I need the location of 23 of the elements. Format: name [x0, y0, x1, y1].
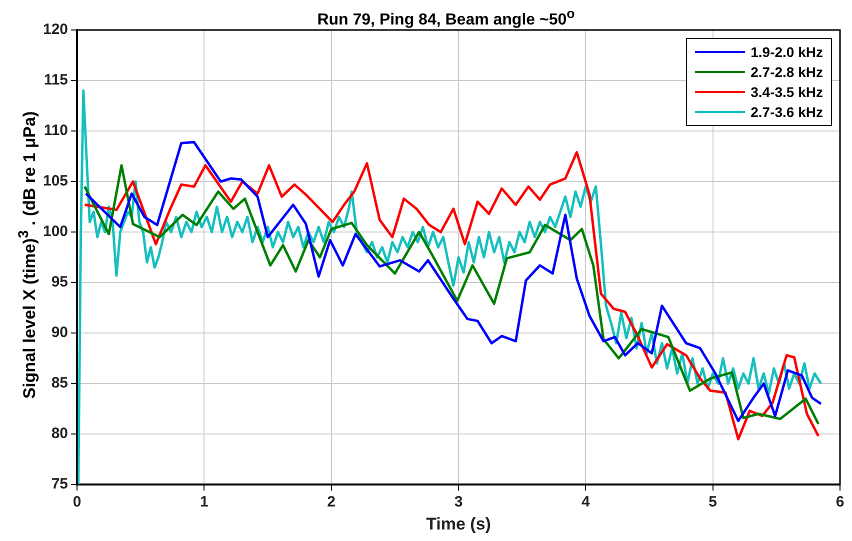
legend-label: 2.7-3.6 kHz — [750, 104, 823, 120]
x-tick-label: 3 — [454, 494, 463, 511]
legend-label: 3.4-3.5 kHz — [750, 84, 823, 100]
x-tick-label: 4 — [582, 494, 591, 511]
x-tick-label: 0 — [72, 494, 82, 511]
y-tick-label: 110 — [44, 122, 68, 140]
x-tick-label: 5 — [708, 494, 718, 511]
y-tick-label: 95 — [51, 274, 68, 291]
x-tick-label: 6 — [836, 494, 844, 511]
x-tick-label: 2 — [327, 494, 336, 511]
y-tick-label: 100 — [42, 223, 68, 240]
y-tick-label: 90 — [51, 324, 68, 342]
y-tick-label: 115 — [44, 72, 68, 89]
y-tick-label: 85 — [51, 374, 68, 392]
x-axis-title: Time (s) — [426, 514, 491, 534]
chart-title: Run 79, Ping 84, Beam angle ~50$^{o}$ — [317, 6, 575, 28]
y-tick-label: 120 — [42, 21, 68, 38]
x-tick-label: 1 — [200, 494, 208, 511]
y-tick-label: 80 — [51, 425, 68, 442]
y-tick-label: 105 — [42, 172, 68, 190]
legend-label: 1.9-2.0 kHz — [750, 44, 823, 60]
legend-label: 2.7-2.8 kHz — [750, 64, 823, 80]
y-tick-label: 75 — [51, 476, 68, 493]
